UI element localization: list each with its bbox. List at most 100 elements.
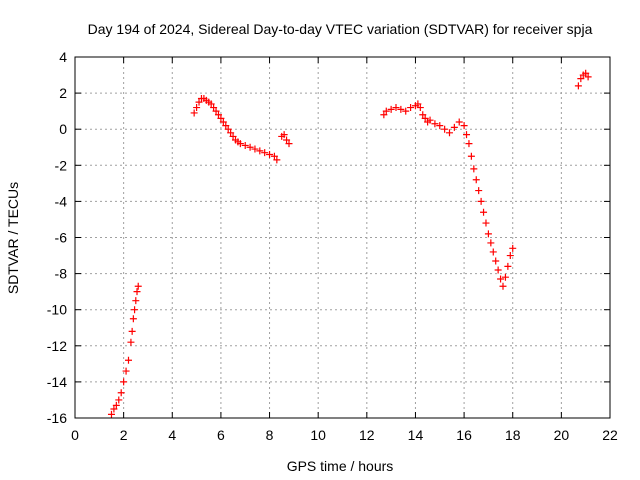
data-point	[455, 118, 463, 126]
x-tick-label: 0	[71, 427, 79, 443]
data-point	[132, 297, 140, 305]
data-point	[402, 107, 410, 115]
data-point	[392, 104, 400, 112]
data-point	[380, 111, 388, 119]
data-point	[236, 140, 244, 148]
data-point	[506, 252, 514, 260]
data-point	[125, 356, 132, 364]
series-arc2	[190, 95, 281, 164]
data-point	[475, 187, 483, 195]
grid	[75, 57, 610, 418]
data-point	[273, 156, 281, 164]
data-point	[229, 132, 237, 140]
data-point	[480, 208, 488, 216]
data-point	[463, 131, 471, 139]
data-point	[129, 315, 137, 323]
x-tick-label: 12	[359, 427, 375, 443]
data-point	[117, 389, 125, 397]
data-point	[477, 197, 485, 205]
data-point	[421, 114, 429, 122]
plot-frame	[74, 56, 611, 419]
y-tick-label: -12	[47, 338, 67, 354]
y-tick-label: -16	[47, 410, 67, 426]
series-arc4	[380, 100, 517, 290]
data-point	[112, 401, 120, 409]
x-tick-label: 6	[217, 427, 225, 443]
series-arc5	[574, 69, 592, 90]
data-point	[219, 118, 227, 126]
data-point	[489, 248, 497, 256]
x-tick-label: 22	[602, 427, 618, 443]
data-point	[431, 120, 439, 128]
data-point	[107, 410, 115, 418]
data-point	[426, 116, 434, 124]
data-point	[416, 104, 424, 112]
data-point	[584, 73, 592, 81]
data-point	[241, 141, 249, 149]
data-point	[577, 75, 585, 83]
data-point	[115, 396, 123, 404]
data-point	[419, 111, 427, 119]
x-axis-label: GPS time / hours	[287, 458, 394, 474]
x-tick-label: 14	[408, 427, 424, 443]
data-point	[212, 107, 220, 115]
data-point	[256, 147, 264, 155]
data-point	[261, 149, 269, 157]
series-arc3	[278, 131, 293, 148]
data-point	[190, 109, 198, 117]
data-point	[484, 230, 492, 238]
data-point	[450, 123, 458, 131]
data-point	[133, 288, 141, 296]
data-point	[110, 405, 118, 413]
data-point	[492, 257, 500, 265]
data-points	[107, 69, 592, 418]
data-point	[127, 338, 135, 346]
y-tick-label: 0	[59, 121, 67, 137]
data-point	[214, 111, 222, 119]
y-tick-label: -14	[47, 374, 67, 390]
axis-ticks: 0 2 4 6 8 10 12 14 16 18 20 22420-2-4-6-8-10-12-14-…	[47, 49, 618, 443]
data-point	[460, 122, 468, 130]
y-tick-label: -4	[55, 193, 68, 209]
data-point	[504, 262, 512, 270]
x-tick-label: 18	[505, 427, 521, 443]
data-point	[446, 129, 453, 137]
data-point	[382, 107, 390, 115]
data-point	[482, 219, 490, 227]
data-point	[195, 98, 203, 106]
chart-title: Day 194 of 2024, Sidereal Day-to-day VTE…	[88, 21, 593, 37]
data-point	[574, 82, 582, 90]
data-point	[224, 125, 232, 133]
data-point	[270, 152, 278, 160]
data-point	[120, 378, 128, 386]
x-tick-label: 4	[168, 427, 176, 443]
y-tick-label: -2	[55, 157, 68, 173]
data-point	[387, 105, 395, 113]
data-point	[280, 131, 288, 139]
data-point	[501, 273, 509, 281]
data-point	[582, 69, 590, 77]
y-tick-label: -10	[47, 302, 67, 318]
x-tick-label: 2	[120, 427, 128, 443]
data-point	[470, 165, 478, 173]
data-point	[414, 100, 422, 108]
data-point	[193, 104, 201, 112]
series-arc1	[107, 282, 142, 418]
y-axis-label: SDTVAR / TECUs	[5, 182, 21, 294]
x-tick-label: 8	[266, 427, 274, 443]
data-point	[217, 114, 225, 122]
data-point	[509, 244, 517, 252]
data-point	[494, 266, 502, 274]
data-point	[251, 145, 259, 153]
y-tick-label: -6	[55, 230, 68, 246]
data-point	[246, 143, 254, 151]
data-point	[227, 129, 235, 137]
data-point	[497, 275, 505, 283]
data-point	[285, 140, 293, 148]
data-point	[436, 122, 444, 130]
y-tick-label: 4	[59, 49, 67, 65]
x-tick-label: 20	[554, 427, 570, 443]
data-point	[122, 367, 130, 375]
data-point	[472, 176, 480, 184]
